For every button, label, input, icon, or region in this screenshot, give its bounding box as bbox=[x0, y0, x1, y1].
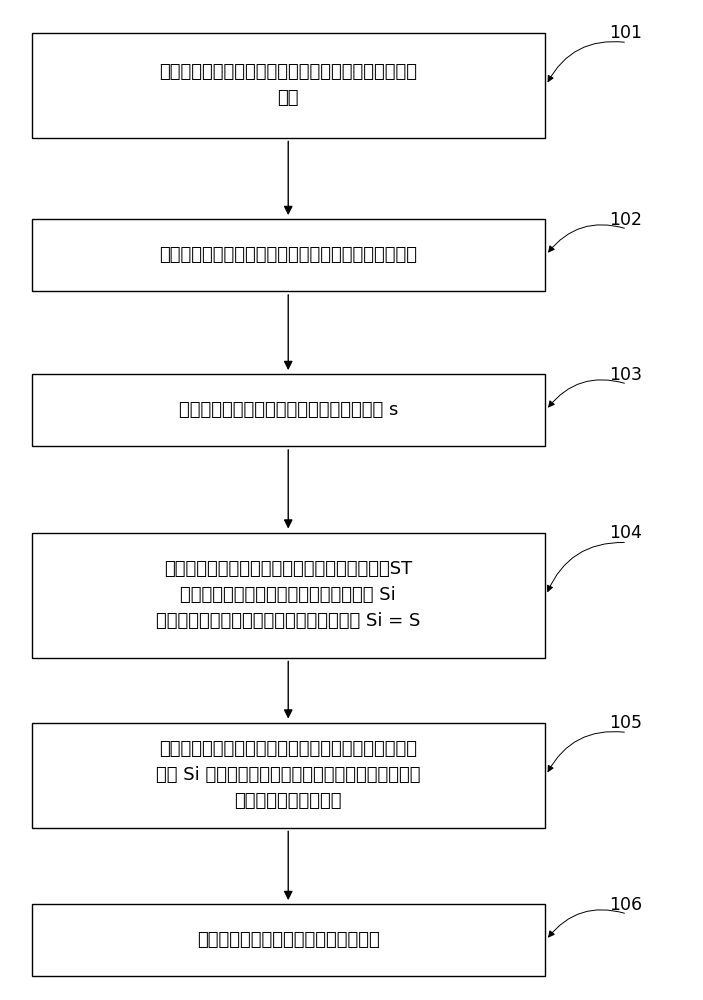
Text: 计算高关键层次任务在低模式下产生的空闲时间ST
，利用该空闲时间确定处理器的执行速度 Si
；如果处理器的执行速度大于最低速度，令 Si = S: 计算高关键层次任务在低模式下产生的空闲时间ST ，利用该空闲时间确定处理器的执行… bbox=[156, 560, 420, 630]
Text: 利用关键层次划分方法确定混合关键周期任务的优先级: 利用关键层次划分方法确定混合关键周期任务的优先级 bbox=[160, 246, 417, 264]
Text: 低关键层次任务以及高关键层次任务在低模式下始终以
速度 Si 执行，高关键层次任务在高模式下其额外负载
以最大处理器速度执行: 低关键层次任务以及高关键层次任务在低模式下始终以 速度 Si 执行，高关键层次任… bbox=[156, 740, 420, 810]
Text: 102: 102 bbox=[610, 211, 642, 229]
FancyBboxPatch shape bbox=[32, 722, 545, 827]
Text: 104: 104 bbox=[610, 524, 642, 542]
FancyBboxPatch shape bbox=[32, 904, 545, 976]
FancyBboxPatch shape bbox=[32, 32, 545, 137]
Text: 计算混合关键周期任务可行调度的最低速度 s: 计算混合关键周期任务可行调度的最低速度 s bbox=[179, 401, 398, 419]
Text: 105: 105 bbox=[610, 714, 642, 732]
Text: 利用动态功耗管理技术降低处理器能耗: 利用动态功耗管理技术降低处理器能耗 bbox=[197, 931, 380, 949]
Text: 106: 106 bbox=[609, 896, 643, 914]
Text: 建立包括若干个混合关键周期任务的混合关键周期任务
模型: 建立包括若干个混合关键周期任务的混合关键周期任务 模型 bbox=[160, 63, 417, 107]
FancyBboxPatch shape bbox=[32, 532, 545, 658]
FancyBboxPatch shape bbox=[32, 219, 545, 291]
FancyBboxPatch shape bbox=[32, 374, 545, 446]
Text: 103: 103 bbox=[610, 366, 642, 384]
Text: 101: 101 bbox=[610, 24, 642, 42]
